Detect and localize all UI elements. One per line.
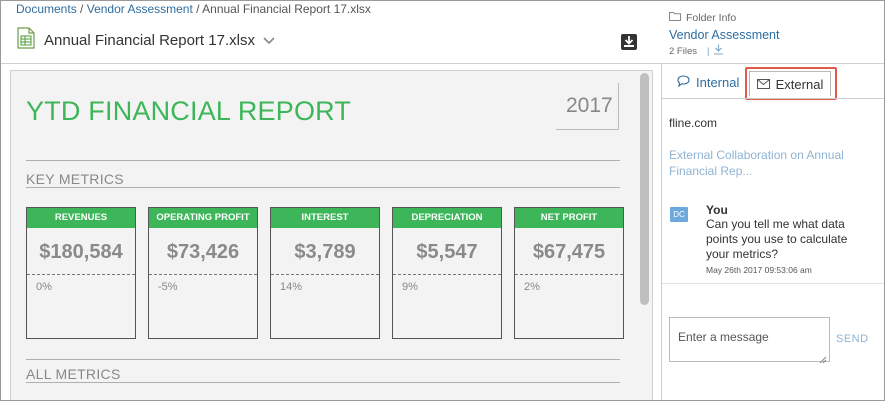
message-input[interactable] [670, 318, 836, 356]
metric-change: 2% [524, 281, 540, 293]
collaboration-title-link[interactable]: External Collaboration on Annual Financi… [669, 148, 844, 178]
breadcrumb-documents[interactable]: Documents [16, 2, 77, 16]
tab-internal[interactable]: Internal [677, 75, 739, 90]
file-count: 2 Files [669, 45, 697, 57]
folder-icon [669, 11, 681, 24]
metric-divider [149, 274, 257, 275]
message-author: You [706, 203, 728, 217]
folder-info-label: Folder Info [686, 11, 737, 24]
message-divider [662, 283, 884, 284]
breadcrumb: Documents / Vendor Assessment / Annual F… [16, 2, 371, 16]
tab-external[interactable]: External [749, 71, 831, 96]
tab-internal-label: Internal [696, 75, 740, 90]
all-metrics-heading: ALL METRICS [26, 366, 121, 382]
metric-card-operating-profit: OPERATING PROFIT $73,426 -5% [148, 207, 258, 339]
metric-change: 9% [402, 281, 418, 293]
resize-grip-icon[interactable] [819, 351, 827, 364]
year-box [556, 83, 619, 130]
section-divider [26, 359, 620, 360]
file-title: Annual Financial Report 17.xlsx [44, 32, 255, 49]
metric-divider [393, 274, 501, 275]
message-text: Can you tell me what data points you use… [706, 217, 848, 261]
download-icon[interactable] [620, 33, 638, 51]
folder-files-row: 2 Files | [669, 44, 724, 58]
metric-value: $3,789 [294, 241, 356, 263]
breadcrumb-separator: / [80, 2, 84, 16]
metric-name: REVENUES [27, 208, 135, 228]
folder-name-link[interactable]: Vendor Assessment [669, 28, 780, 42]
external-domain: fline.com [669, 116, 718, 130]
section-divider [26, 187, 620, 188]
tab-external-highlight [745, 67, 837, 100]
metric-value: $5,547 [416, 241, 478, 263]
section-divider [26, 160, 620, 161]
download-small-icon[interactable] [713, 44, 724, 58]
metric-value: $73,426 [166, 241, 240, 263]
metric-name: INTEREST [271, 208, 379, 228]
message-timestamp: May 26th 2017 09:53:06 am [706, 265, 812, 275]
avatar: DC [670, 207, 688, 222]
metric-card-revenues: REVENUES $180,584 0% [26, 207, 136, 339]
breadcrumb-vendor-assessment[interactable]: Vendor Assessment [86, 2, 193, 16]
report-year: 2017 [566, 94, 613, 117]
chevron-down-icon[interactable] [263, 32, 275, 50]
metric-value: $67,475 [532, 241, 606, 263]
chat-bubble-icon [677, 75, 690, 90]
folder-info-label-row: Folder Info [669, 11, 736, 24]
metric-value: $180,584 [39, 241, 123, 263]
key-metrics-heading: KEY METRICS [26, 171, 124, 187]
metric-card-interest: INTEREST $3,789 14% [270, 207, 380, 339]
breadcrumb-current: Annual Financial Report 17.xlsx [202, 2, 371, 16]
folder-info: Folder Info Vendor Assessment 2 Files | [669, 11, 779, 57]
section-divider [26, 382, 620, 383]
header-divider [1, 63, 884, 64]
metric-name: DEPRECIATION [393, 208, 501, 228]
metric-name: OPERATING PROFIT [149, 208, 257, 228]
tabs-divider [662, 98, 884, 99]
pipe-divider: | [706, 45, 710, 57]
metric-change: 14% [280, 281, 303, 293]
file-title-row[interactable]: Annual Financial Report 17.xlsx [16, 27, 275, 54]
metric-name: NET PROFIT [515, 208, 623, 228]
metric-card-net-profit: NET PROFIT $67,475 2% [514, 207, 624, 339]
send-button[interactable]: SEND [836, 333, 869, 345]
viewer-scrollbar[interactable] [640, 73, 649, 305]
metric-divider [27, 274, 135, 275]
metric-card-depreciation: DEPRECIATION $5,547 9% [392, 207, 502, 339]
spreadsheet-file-icon [16, 27, 36, 54]
message-compose-box [669, 317, 836, 364]
metric-divider [271, 274, 379, 275]
breadcrumb-separator: / [196, 2, 200, 16]
tab-external-label: External [775, 76, 824, 92]
metric-change: 0% [36, 281, 52, 293]
metric-change: -5% [158, 281, 178, 293]
envelope-icon [756, 77, 770, 92]
panel-divider [661, 63, 662, 400]
metric-divider [515, 274, 623, 275]
report-title: YTD FINANCIAL REPORT [26, 96, 352, 126]
